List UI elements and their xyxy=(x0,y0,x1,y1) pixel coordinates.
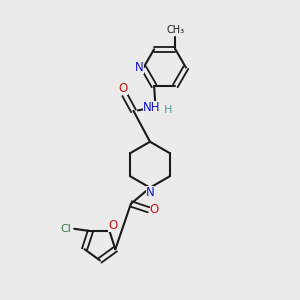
Text: H: H xyxy=(164,105,172,116)
Text: NH: NH xyxy=(143,101,161,115)
Text: N: N xyxy=(135,61,143,74)
Text: O: O xyxy=(108,219,118,232)
Text: O: O xyxy=(150,203,159,216)
Text: O: O xyxy=(118,82,128,95)
Text: N: N xyxy=(146,187,154,200)
Text: CH₃: CH₃ xyxy=(166,26,184,35)
Text: Cl: Cl xyxy=(61,224,72,234)
